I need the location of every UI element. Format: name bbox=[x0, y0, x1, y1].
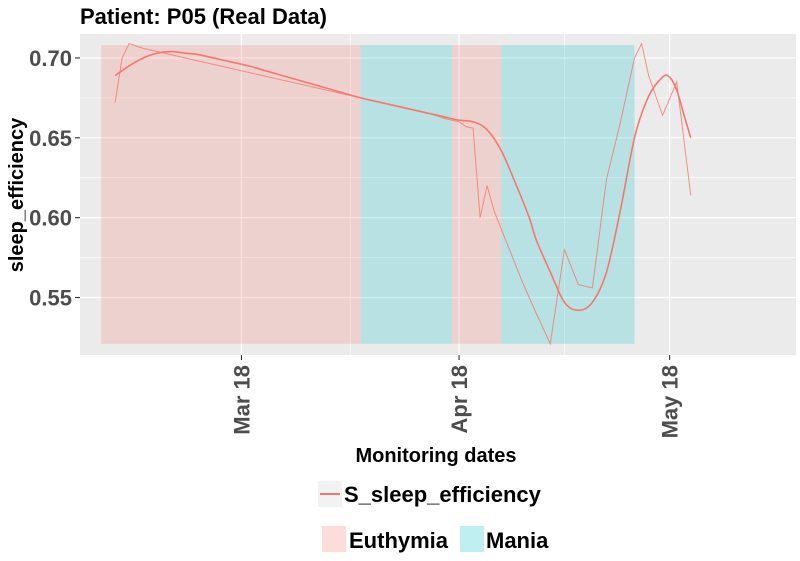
x-tick-label: Mar 18 bbox=[229, 365, 254, 435]
legend-label-series: S_sleep_efficiency bbox=[344, 482, 542, 507]
legend-key-euthymia bbox=[322, 526, 346, 552]
x-tick-label: Apr 18 bbox=[447, 365, 472, 433]
region-mania bbox=[360, 45, 453, 344]
mood-regions bbox=[101, 45, 635, 344]
region-mania bbox=[501, 45, 635, 344]
x-axis: Mar 18 Apr 18 May 18 bbox=[229, 355, 683, 438]
smooth-series-line bbox=[114, 50, 692, 312]
region-euthymia bbox=[101, 45, 361, 344]
chart-title: Patient: P05 (Real Data) bbox=[80, 4, 327, 29]
smooth-series bbox=[114, 50, 692, 312]
minor-gridlines bbox=[80, 34, 796, 355]
region-euthymia bbox=[452, 45, 502, 344]
y-tick-label: 0.70 bbox=[29, 46, 72, 71]
legend: S_sleep_efficiency Euthymia Mania bbox=[318, 481, 549, 553]
legend-label-euthymia: Euthymia bbox=[349, 528, 449, 553]
y-tick-label: 0.65 bbox=[29, 126, 72, 151]
y-tick-label: 0.60 bbox=[29, 206, 72, 231]
legend-label-mania: Mania bbox=[486, 528, 549, 553]
plot-panel bbox=[80, 34, 796, 355]
y-axis: 0.55 0.60 0.65 0.70 bbox=[29, 46, 80, 311]
y-axis-label: sleep_efficiency bbox=[6, 117, 28, 272]
major-gridlines bbox=[80, 34, 796, 355]
x-axis-label: Monitoring dates bbox=[355, 445, 516, 467]
y-tick-label: 0.55 bbox=[29, 286, 72, 311]
legend-key-mania bbox=[460, 526, 484, 552]
x-tick-label: May 18 bbox=[658, 365, 683, 438]
